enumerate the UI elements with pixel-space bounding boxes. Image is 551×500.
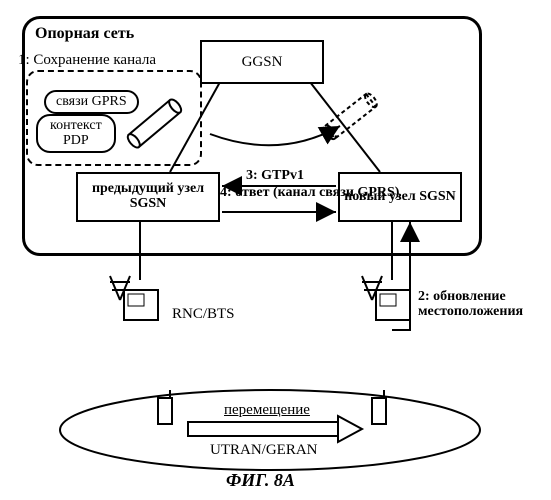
save-channel-label: 1: Сохранение канала: [18, 52, 156, 69]
gtpv1-label: 3: GTPv1: [246, 168, 304, 184]
move-label: перемещение: [224, 402, 310, 419]
mobile-right-icon: [372, 390, 386, 424]
loc-update-label: 2: обновление местоположения: [418, 290, 548, 319]
old-sgsn-box: предыдущий узел SGSN: [76, 172, 220, 222]
mobile-left-icon: [158, 390, 172, 424]
move-arrow-icon: [188, 416, 362, 442]
old-sgsn-text: предыдущий узел SGSN: [78, 182, 218, 211]
utran-geran-label: UTRAN/GERAN: [210, 442, 318, 459]
rnc-bts-label: RNC/BTS: [172, 306, 235, 323]
pdp-context-bubble: контекст PDP: [36, 114, 116, 153]
rnc-left-icon: [110, 276, 158, 320]
figure-caption: ФИГ. 8А: [226, 470, 295, 491]
pdp-context-text: контекст PDP: [50, 118, 102, 148]
ggsn-box: GGSN: [200, 40, 324, 84]
gprs-link-bubble: связи GPRS: [44, 90, 139, 114]
diagram-root: Опорная сеть 1: Сохранение канала GGSN с…: [10, 10, 540, 490]
rnc-right-icon: [362, 276, 410, 320]
answer-label: 4: ответ (канал связи GPRS): [220, 186, 399, 200]
